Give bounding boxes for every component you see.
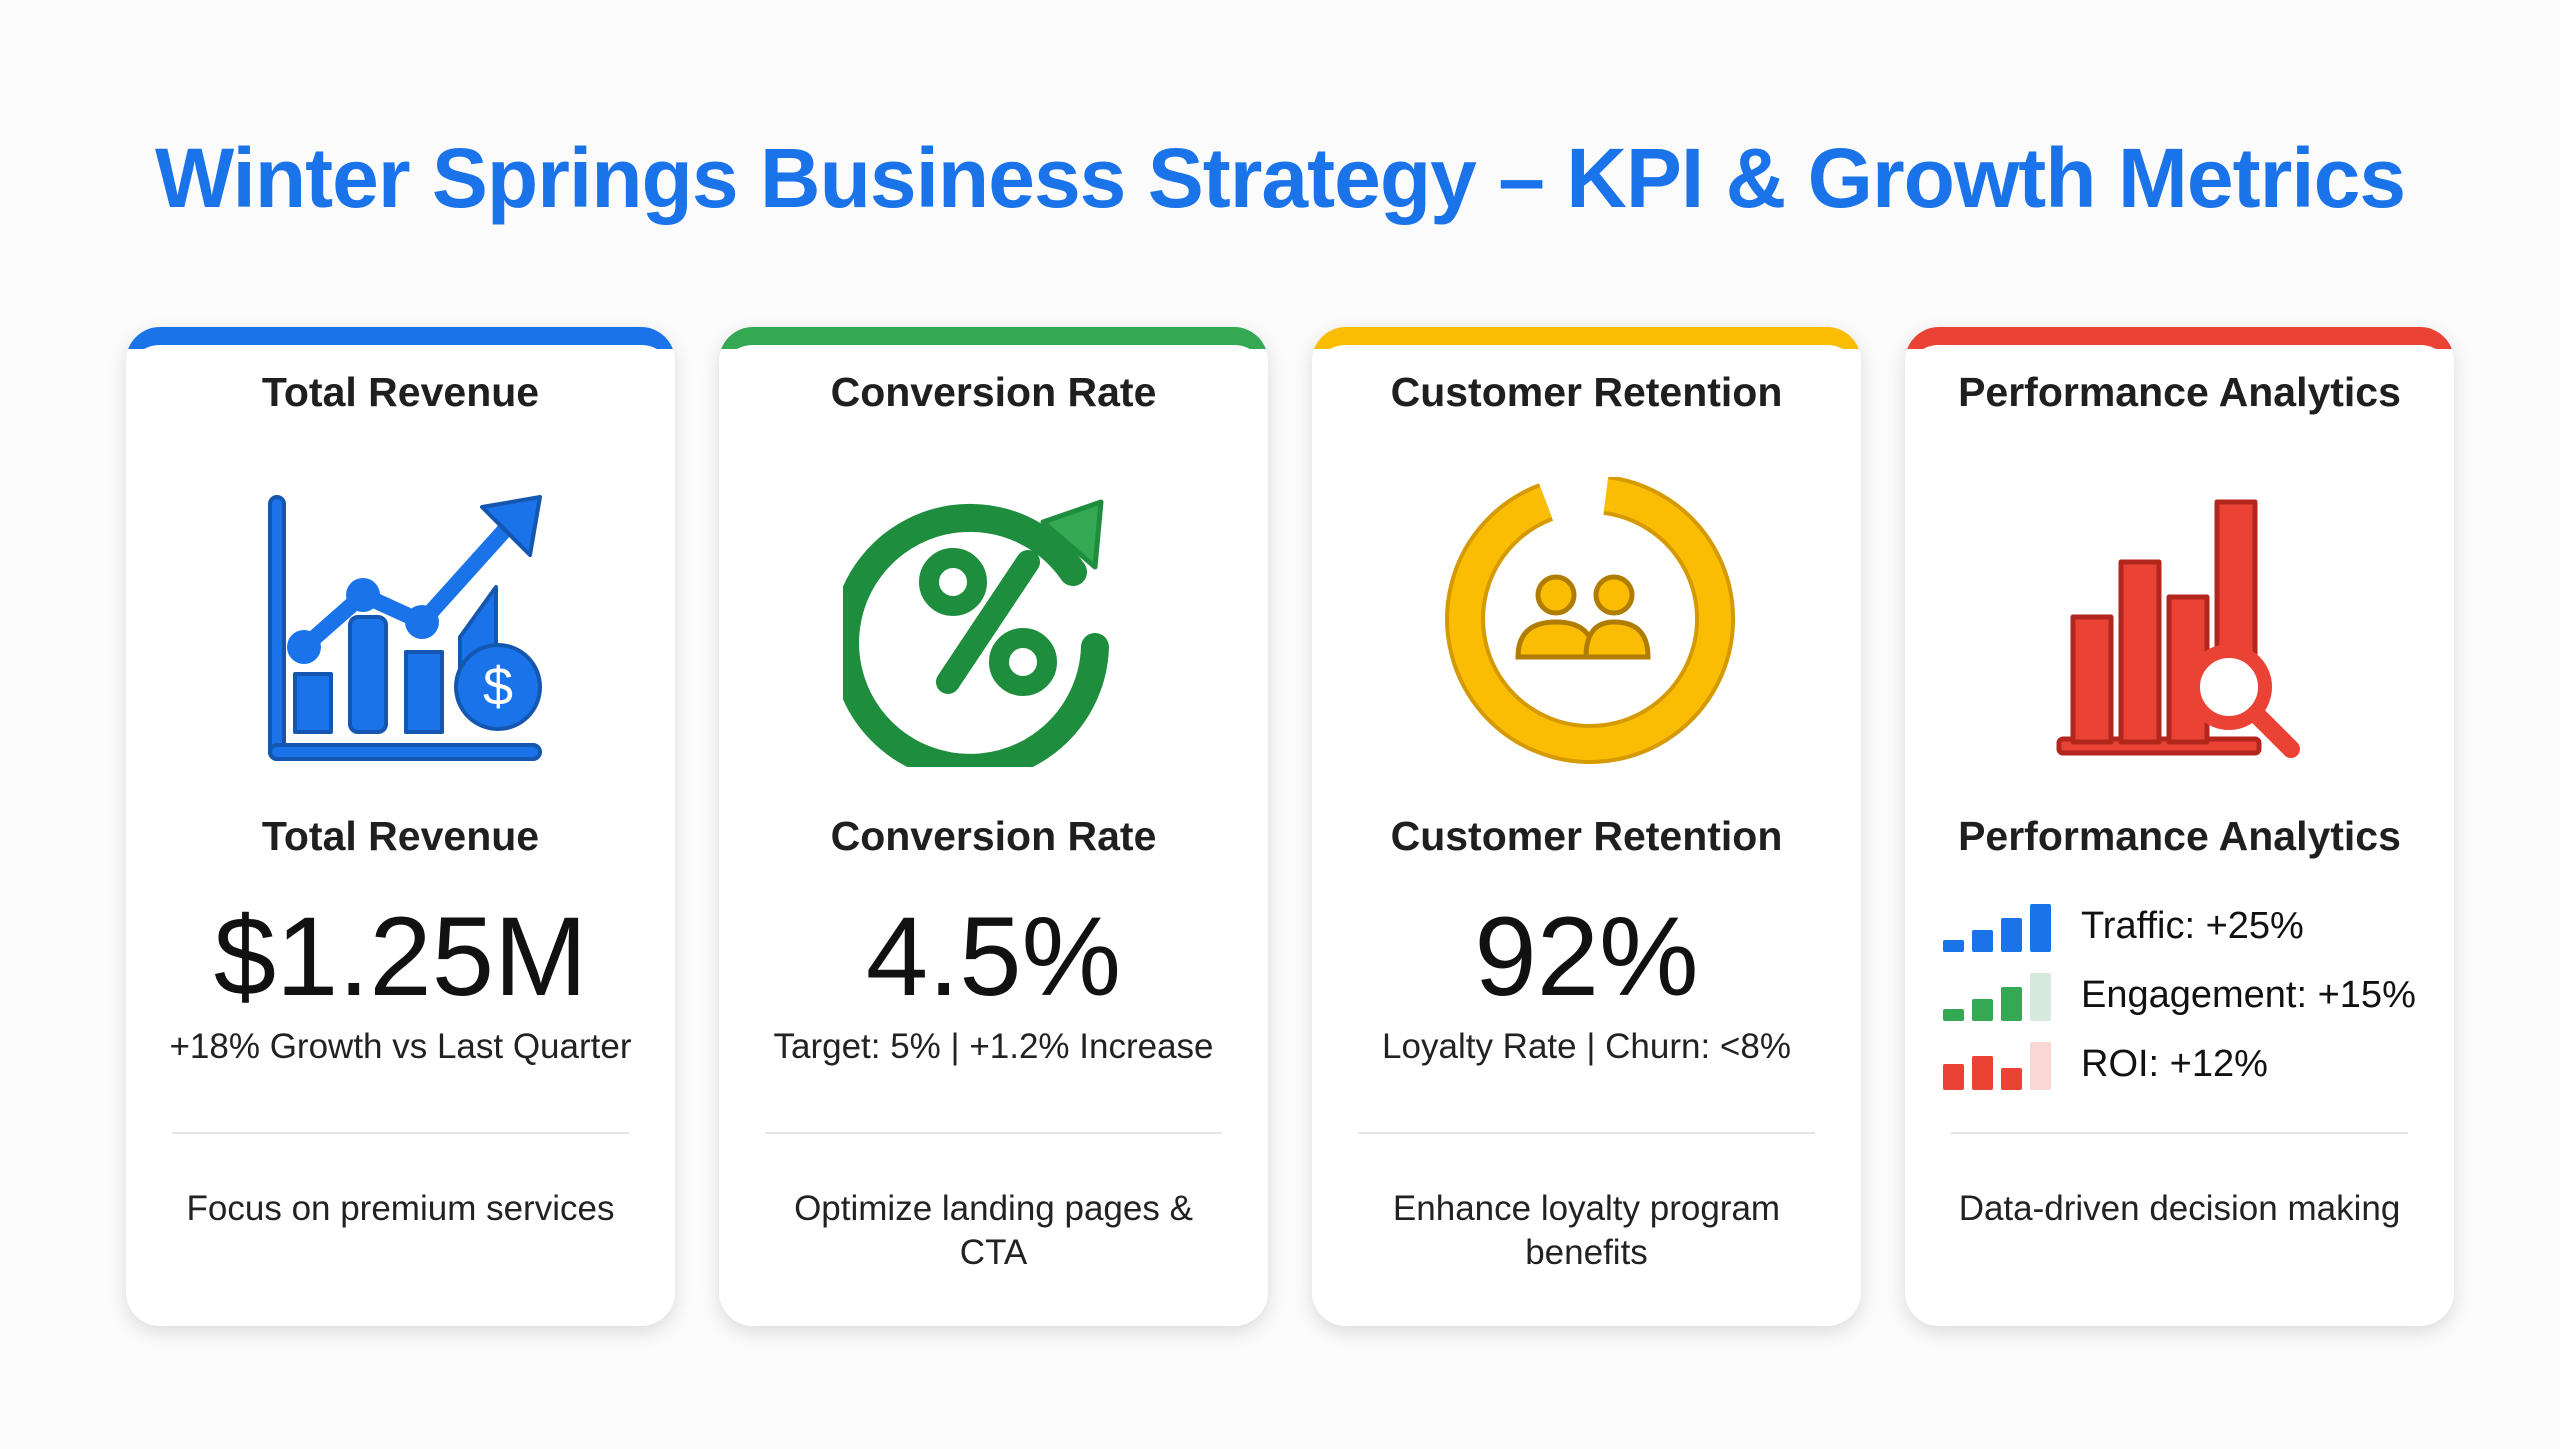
- signal-bars-icon: [1943, 1040, 2059, 1090]
- card-label: Performance Analytics: [1958, 813, 2401, 859]
- divider: [1951, 1132, 2408, 1134]
- kpi-card-conversion-rate: Conversion Rate Conversion Rate 4.5% Tar…: [719, 327, 1268, 1326]
- page-title: Winter Springs Business Strategy – KPI &…: [154, 131, 2406, 225]
- kpi-card-total-revenue: Total Revenue $ Total Revenue $1.25M +18…: [126, 327, 675, 1326]
- divider: [172, 1132, 629, 1134]
- kpi-card-performance-analytics: Performance Analytics Performance Analyt…: [1905, 327, 2454, 1326]
- signal-bars-icon: [1943, 971, 2059, 1021]
- metric-roi: ROI: +12%: [1943, 1030, 2416, 1099]
- card-accent-bar: [1905, 327, 2454, 349]
- kpi-value: $1.25M: [213, 894, 588, 1019]
- divider: [765, 1132, 1222, 1134]
- card-header: Total Revenue: [261, 369, 540, 415]
- card-header: Performance Analytics: [1958, 369, 2401, 415]
- card-label: Total Revenue: [261, 813, 540, 859]
- metric-engagement: Engagement: +15%: [1943, 961, 2416, 1030]
- card-label: Customer Retention: [1390, 813, 1783, 859]
- card-footer: Data-driven decision making: [1958, 1189, 2401, 1228]
- card-header: Conversion Rate: [830, 369, 1157, 415]
- card-accent-bar: [719, 327, 1268, 349]
- card-header: Customer Retention: [1390, 369, 1783, 415]
- card-footer: Optimize landing pages & CTA: [794, 1189, 1193, 1272]
- kpi-value: 4.5%: [865, 894, 1122, 1019]
- card-accent-bar: [1312, 327, 1861, 349]
- bar-chart-magnifier-icon: [2056, 499, 2300, 758]
- divider: [1358, 1132, 1815, 1134]
- metric-traffic: Traffic: +25%: [1943, 892, 2416, 961]
- signal-bars-icon: [1943, 902, 2059, 952]
- users-ring-icon: [1445, 477, 1735, 764]
- kpi-subtitle: +18% Growth vs Last Quarter: [169, 1027, 632, 1066]
- metric-text: Engagement: +15%: [2081, 974, 2416, 1016]
- metrics-list: Traffic: +25% Engagement: +15% ROI: +12%: [1943, 892, 2416, 1099]
- card-footer: Enhance loyalty program benefits: [1392, 1189, 1781, 1272]
- kpi-value: 92%: [1474, 894, 1699, 1019]
- metric-text: Traffic: +25%: [2081, 905, 2304, 947]
- percent-cycle-icon: [843, 499, 1109, 767]
- card-accent-bar: [126, 327, 675, 349]
- card-label: Conversion Rate: [830, 813, 1157, 859]
- metric-text: ROI: +12%: [2081, 1043, 2268, 1085]
- kpi-subtitle: Loyalty Rate | Churn: <8%: [1382, 1027, 1791, 1066]
- revenue-chart-dollar-icon: $: [268, 495, 542, 761]
- card-footer: Focus on premium services: [186, 1189, 615, 1228]
- kpi-card-customer-retention: Customer Retention Customer Retention 92…: [1312, 327, 1861, 1326]
- kpi-subtitle: Target: 5% | +1.2% Increase: [773, 1027, 1214, 1066]
- svg-text:$: $: [483, 657, 513, 717]
